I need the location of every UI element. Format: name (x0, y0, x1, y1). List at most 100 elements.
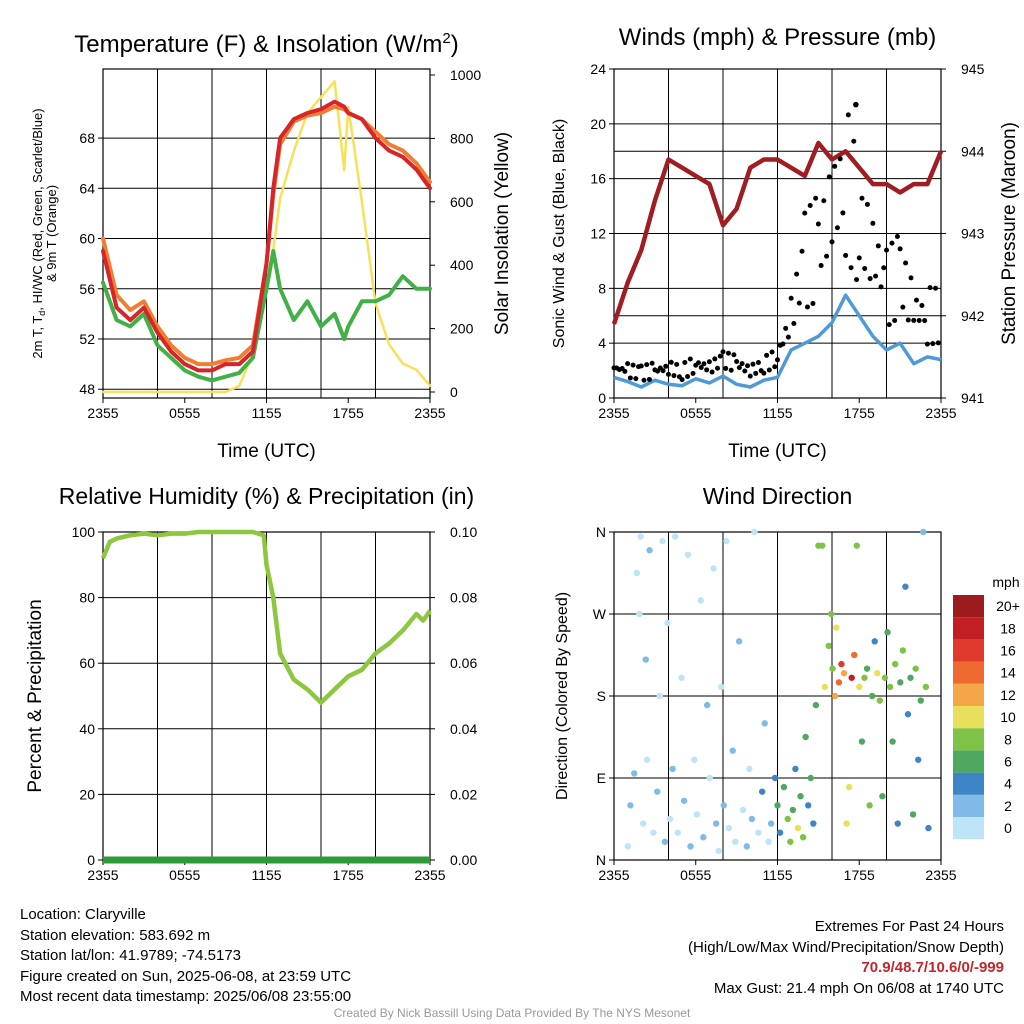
wdir-point (739, 806, 747, 814)
temp-xtick-label: 0555 (169, 405, 200, 421)
wind-gust-point (892, 317, 898, 323)
wind-gust-point (783, 325, 789, 331)
wdir-point (767, 820, 775, 827)
wind-gust-point (671, 373, 677, 379)
wdir-point (703, 701, 711, 709)
wind-gust-point (919, 303, 925, 309)
wind-gust-point (886, 322, 892, 328)
wind-gust-point (755, 360, 761, 366)
wdir-legend-label: 12 (1000, 687, 1016, 703)
rh-ytick-label: 0 (87, 852, 95, 868)
wind-gust-point (913, 297, 919, 303)
rh-xtick-label: 2355 (87, 867, 118, 883)
max-gust-text: Max Gust: 21.4 mph On 06/08 at 1740 UTC (713, 979, 1004, 997)
wdir-point (746, 765, 753, 773)
wind-gust-point (633, 376, 639, 382)
wdir-point (642, 656, 649, 663)
wind-gust-point (717, 353, 723, 359)
wind-gust-point (832, 163, 838, 169)
wdir-legend-swatch (953, 661, 984, 684)
wdir-point (650, 829, 657, 836)
wdir-xtick-label: 1755 (844, 867, 875, 883)
wind-gust-point (856, 255, 862, 261)
wdir-point (848, 674, 855, 681)
extremes-title: Extremes For Past 24 Hours (814, 918, 1004, 935)
wind-gust-point (867, 276, 873, 282)
wind-gust-point (772, 364, 778, 370)
wdir-point (787, 838, 794, 845)
wind-xtick-label: 1155 (762, 405, 792, 421)
wdir-point (922, 683, 930, 691)
wind-gust-point (859, 195, 865, 201)
wdir-point (876, 697, 884, 704)
wdir-legend-swatch (953, 794, 984, 817)
wind-gust-point (723, 365, 729, 371)
wind-gust-point (862, 266, 868, 272)
wind-gust-point (644, 362, 650, 368)
wdir-point (810, 820, 817, 827)
wdir-point (915, 756, 922, 763)
extremes-panel: Extremes For Past 24 Hours (High/Low/Max… (688, 917, 1004, 999)
temp-series-temp-line (101, 99, 432, 373)
temp-ytick-label: 52 (79, 331, 95, 347)
temp-xtick-label: 2355 (414, 405, 445, 421)
wdir-point (840, 670, 848, 677)
temp-ytick-right-label: 800 (450, 130, 474, 146)
credit-text: Created By Nick Bassill Using Data Provi… (333, 1006, 691, 1020)
wdir-point (765, 838, 772, 845)
rh-ytick-right-label: 0.08 (450, 590, 477, 606)
wind-gust-point (799, 248, 805, 254)
wdir-point (669, 765, 676, 773)
wind-gust-point (709, 369, 715, 375)
temp-ylabel-right: Solar Insolation (Yellow) (492, 132, 513, 335)
wind-gust-point (834, 225, 840, 231)
wdir-legend-label: 14 (1000, 665, 1016, 681)
wind-ytick-right-label: 943 (961, 226, 985, 242)
wdir-point (761, 720, 768, 727)
wdir-point (758, 788, 766, 795)
wind-gust-point (785, 334, 791, 340)
wdir-point (627, 802, 634, 809)
wdir-ylabel: Direction (Colored By Speed) (554, 592, 571, 800)
rh-ytick-right-label: 0.02 (450, 786, 477, 802)
wdir-point (831, 692, 839, 700)
wdir-point (904, 711, 912, 718)
wdir-point (712, 820, 720, 827)
wind-gust-point (802, 210, 808, 216)
wind-gust-point (666, 371, 671, 377)
wdir-legend-swatch (953, 750, 984, 773)
wind-gust-point (897, 246, 903, 252)
wind-gust-point (679, 377, 685, 383)
wind-gust-point (804, 304, 810, 310)
wdir-chart-title: Wind Direction (703, 483, 853, 509)
wind-gust-point (788, 295, 794, 301)
wdir-point (920, 528, 927, 536)
wind-gust-point (873, 273, 879, 279)
wdir-point (897, 679, 904, 686)
wind-gust-point (695, 360, 701, 366)
wind-ylabel-right: Station Pressure (Maroon) (999, 122, 1020, 345)
wdir-ytick-label: N (596, 524, 606, 540)
wind-gust-point (864, 201, 870, 207)
wind-gust-point (622, 368, 628, 374)
temp-ytick-right-label: 400 (450, 257, 474, 273)
rh-ytick-label: 80 (79, 590, 95, 606)
wind-gust-point (668, 359, 674, 365)
wdir-point (866, 802, 873, 809)
wdir-point (678, 674, 685, 681)
wdir-legend-label: 16 (1000, 643, 1016, 659)
wind-gust-point (845, 112, 851, 118)
wind-gust-point (663, 363, 669, 369)
wdir-point (825, 642, 832, 650)
wdir-point (819, 542, 826, 549)
wdir-point (743, 843, 750, 850)
wind-gust-point (894, 233, 900, 239)
wdir-point (735, 638, 743, 645)
wind-gust-point (725, 350, 731, 356)
wdir-legend-swatch (953, 683, 984, 706)
wind-gust-point (701, 361, 707, 367)
temp-xlabel: Time (UTC) (217, 441, 316, 462)
wdir-point (715, 847, 722, 855)
wdir-point (720, 802, 727, 809)
